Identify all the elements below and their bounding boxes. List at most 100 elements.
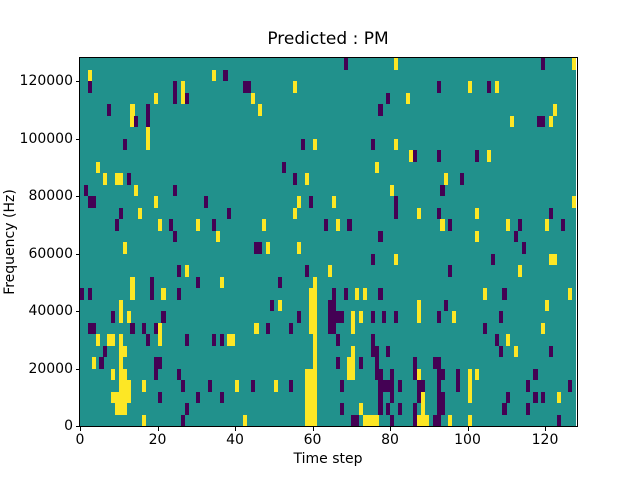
x-tick-mark <box>545 427 546 431</box>
heatmap-cell <box>111 311 116 323</box>
heatmap-cell <box>432 357 437 369</box>
heatmap-cell <box>378 403 383 415</box>
heatmap-cell <box>297 242 302 254</box>
heatmap-cell <box>176 288 182 300</box>
heatmap-cell <box>184 403 189 415</box>
heatmap-cell <box>180 380 185 392</box>
heatmap-cell <box>548 345 554 358</box>
y-tick-label: 40000 <box>28 303 73 319</box>
y-tick-label: 80000 <box>28 188 73 204</box>
heatmap-cell <box>444 299 449 312</box>
heatmap-cell <box>91 196 96 208</box>
heatmap-cell <box>413 414 418 427</box>
heatmap-cell <box>308 299 313 312</box>
heatmap-cell <box>184 334 189 346</box>
y-tick-label: 60000 <box>28 245 73 262</box>
heatmap-cell <box>308 288 313 300</box>
heatmap-cell <box>157 334 162 346</box>
heatmap-cell <box>351 311 356 323</box>
heatmap-cell <box>242 414 247 427</box>
heatmap-cell <box>386 345 391 358</box>
heatmap-cell <box>351 322 356 335</box>
heatmap-cell <box>107 334 112 346</box>
heatmap-cell <box>467 380 472 392</box>
heatmap-cell <box>386 92 391 105</box>
y-tick-mark <box>76 426 80 427</box>
heatmap-cell <box>308 380 313 392</box>
heatmap-cell <box>436 368 441 381</box>
heatmap-cell <box>335 357 340 369</box>
heatmap-cell <box>289 322 294 335</box>
heatmap-cell <box>475 207 480 220</box>
heatmap-cell <box>421 380 426 392</box>
heatmap-cell <box>413 368 418 381</box>
heatmap-cell <box>196 276 201 289</box>
heatmap-cell <box>521 242 526 254</box>
heatmap-cell <box>122 242 127 254</box>
heatmap-cell <box>312 368 317 381</box>
heatmap-cell <box>432 414 437 427</box>
heatmap-cell <box>118 334 123 346</box>
heatmap-cell <box>142 414 147 427</box>
heatmap-cell <box>122 391 127 404</box>
heatmap-cell <box>498 345 503 358</box>
heatmap-cell <box>173 81 178 93</box>
heatmap-cell <box>436 311 441 323</box>
heatmap-cell <box>118 207 123 220</box>
heatmap-cell <box>304 173 309 185</box>
heatmap-cell <box>145 104 151 116</box>
heatmap-cell <box>157 219 162 231</box>
heatmap-cell <box>413 150 418 162</box>
heatmap-cell <box>204 196 209 208</box>
heatmap-cell <box>308 322 313 335</box>
heatmap-cell <box>413 357 418 369</box>
heatmap-cell <box>467 414 472 427</box>
heatmap-cell <box>378 368 383 381</box>
heatmap-cell <box>215 230 220 243</box>
heatmap-cell <box>91 322 96 335</box>
heatmap-cell <box>370 311 375 323</box>
heatmap-cell <box>312 403 317 415</box>
plot-area <box>79 57 578 427</box>
heatmap-cell <box>312 414 317 427</box>
heatmap-cell <box>502 288 507 300</box>
heatmap-cell <box>219 276 224 289</box>
heatmap-cell <box>351 345 356 358</box>
heatmap-cell <box>91 357 96 369</box>
heatmap-cell <box>378 104 383 116</box>
heatmap-cell <box>370 253 375 266</box>
heatmap-cell <box>126 380 131 392</box>
heatmap-cell <box>378 288 383 300</box>
heatmap-cell <box>145 334 151 346</box>
heatmap-cell <box>548 253 554 266</box>
heatmap-cell <box>304 403 309 415</box>
heatmap-cell <box>118 345 123 358</box>
heatmap-cell <box>145 127 151 139</box>
heatmap-cell <box>297 196 302 208</box>
heatmap-cell <box>328 322 333 335</box>
heatmap-cell <box>312 138 317 151</box>
heatmap-cell <box>118 368 123 381</box>
heatmap-cell <box>250 92 255 105</box>
heatmap-cell <box>142 380 147 392</box>
heatmap-cell <box>312 311 317 323</box>
heatmap-cell <box>308 403 313 415</box>
heatmap-cell <box>180 92 185 105</box>
heatmap-cell <box>153 357 158 369</box>
heatmap-cell <box>424 414 430 427</box>
heatmap-cell <box>525 380 530 392</box>
heatmap-cell <box>541 322 546 335</box>
heatmap-cell <box>541 391 546 404</box>
heatmap-cell <box>362 414 368 427</box>
y-tick-label: 100000 <box>19 130 73 147</box>
heatmap-cell <box>417 414 422 427</box>
heatmap-cell <box>359 403 364 415</box>
heatmap-cell <box>436 81 441 93</box>
heatmap-cell <box>95 161 100 174</box>
heatmap-cell <box>219 334 224 346</box>
heatmap-cell <box>312 345 317 358</box>
heatmap-cell <box>184 92 189 105</box>
heatmap-cell <box>475 368 480 381</box>
y-tick-mark <box>76 196 80 197</box>
heatmap-cell <box>339 403 344 415</box>
